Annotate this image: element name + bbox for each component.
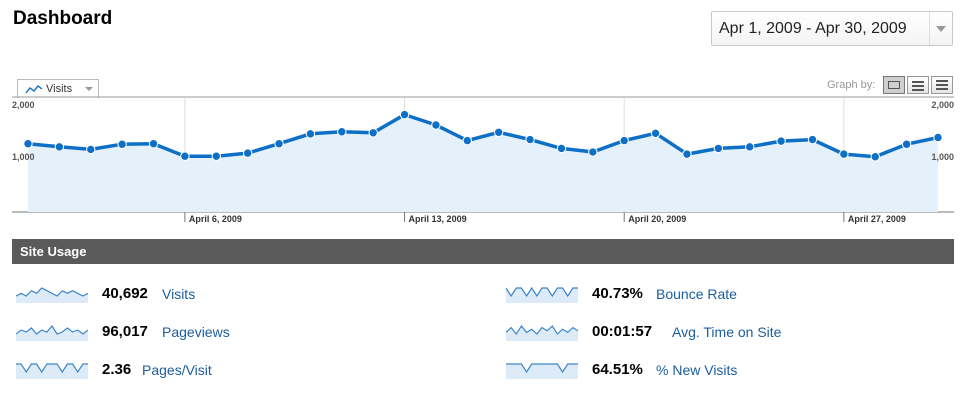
line-chart-icon xyxy=(25,85,43,94)
chart-x-tick-label: April 20, 2009 xyxy=(628,214,686,224)
sparkline-icon xyxy=(506,363,578,379)
chart-point[interactable] xyxy=(180,151,190,161)
graph-metric-label: Visits xyxy=(46,83,73,95)
chart-y-tick-label: 1,000 xyxy=(12,152,35,162)
graph-by-month-button[interactable] xyxy=(931,76,953,94)
metric-pageviews[interactable]: 96,017 Pageviews xyxy=(16,321,416,343)
sparkline-icon xyxy=(16,287,88,303)
chart-x-tick-label: April 6, 2009 xyxy=(189,214,242,224)
sparkline-icon xyxy=(506,286,578,303)
chart-point[interactable] xyxy=(211,151,221,161)
chart-point[interactable] xyxy=(713,143,724,154)
chart-point[interactable] xyxy=(274,139,284,149)
sparkline-icon xyxy=(16,324,88,341)
metric-pages-visit[interactable]: 2.36 Pages/Visit xyxy=(16,359,416,381)
chart-point[interactable] xyxy=(242,148,253,158)
chart-point[interactable] xyxy=(462,135,473,146)
chart-point[interactable] xyxy=(117,139,127,149)
chart-point[interactable] xyxy=(745,142,755,152)
chart-point[interactable] xyxy=(839,149,849,159)
chart-point[interactable] xyxy=(368,128,378,138)
metric-value: 00:01:57 xyxy=(592,323,653,340)
graph-by-day-button[interactable] xyxy=(883,76,905,94)
chart-point[interactable] xyxy=(337,127,347,137)
chart-point[interactable] xyxy=(148,139,159,149)
graph-by-label: Graph by: xyxy=(827,79,876,91)
chart-point[interactable] xyxy=(901,139,912,149)
chart-point[interactable] xyxy=(86,144,96,155)
chart-point[interactable] xyxy=(619,135,629,146)
dropdown-arrow-icon xyxy=(85,87,93,91)
chart-point[interactable] xyxy=(493,127,504,137)
metric-label[interactable]: % New Visits xyxy=(656,362,738,378)
site-usage-title: Site Usage xyxy=(20,244,87,259)
chart-point[interactable] xyxy=(305,129,316,139)
chart-y-tick-label: 1,000 xyxy=(931,152,954,162)
chart-point[interactable] xyxy=(556,143,567,154)
metric-visits[interactable]: 40,692 Visits xyxy=(16,283,416,305)
metric-label[interactable]: Pages/Visit xyxy=(142,362,212,378)
chart-x-tick-label: April 27, 2009 xyxy=(848,214,906,224)
metric-new-visits[interactable]: 64.51% % New Visits xyxy=(506,359,906,381)
metric-value: 40,692 xyxy=(102,285,148,302)
chart-point[interactable] xyxy=(933,132,943,143)
chart-point[interactable] xyxy=(682,149,692,159)
site-usage-header: Site Usage xyxy=(12,239,954,264)
graph-metric-tab[interactable]: Visits xyxy=(17,79,99,98)
chart-x-tick-label: April 13, 2009 xyxy=(409,214,467,224)
chart-area-fill xyxy=(28,114,938,212)
metric-value: 64.51% xyxy=(592,361,643,378)
chart-point[interactable] xyxy=(399,109,410,120)
metric-label[interactable]: Avg. Time on Site xyxy=(672,324,782,340)
chart-point[interactable] xyxy=(54,142,65,152)
chart-point[interactable] xyxy=(588,147,598,157)
metric-value: 40.73% xyxy=(592,285,643,302)
metric-label[interactable]: Bounce Rate xyxy=(656,286,737,302)
metric-value: 96,017 xyxy=(102,323,148,340)
chevron-down-icon[interactable] xyxy=(929,12,952,45)
chart-y-tick-label: 2,000 xyxy=(931,100,954,110)
metric-label[interactable]: Visits xyxy=(162,286,196,302)
date-range-value: Apr 1, 2009 - Apr 30, 2009 xyxy=(719,20,907,37)
chart-points xyxy=(23,109,943,162)
metric-bounce-rate[interactable]: 40.73% Bounce Rate xyxy=(506,283,906,305)
chart-point[interactable] xyxy=(870,152,880,162)
chart-point[interactable] xyxy=(23,139,33,149)
graph-by-week-button[interactable] xyxy=(907,76,929,94)
metric-avg-time-on-site[interactable]: 00:01:57 Avg. Time on Site xyxy=(506,321,906,343)
chart-point[interactable] xyxy=(431,120,441,130)
chart-point[interactable] xyxy=(525,134,535,145)
chart-series-line xyxy=(27,112,939,159)
metric-value: 2.36 xyxy=(102,361,132,378)
chart-y-tick-labels: 2,000 2,000 1,000 1,000 xyxy=(12,100,954,162)
sparkline-icon xyxy=(506,324,578,341)
metric-label[interactable]: Pageviews xyxy=(162,324,230,340)
chart-y-tick-label: 2,000 xyxy=(12,100,35,110)
sparkline-icon xyxy=(16,363,88,379)
page-title: Dashboard xyxy=(13,8,113,29)
chart-point[interactable] xyxy=(650,128,661,139)
date-range-picker[interactable]: Apr 1, 2009 - Apr 30, 2009 xyxy=(711,11,953,46)
chart-x-tick-labels: April 6, 2009 April 13, 2009 April 20, 200… xyxy=(189,214,906,224)
chart-point[interactable] xyxy=(807,134,818,145)
chart-point[interactable] xyxy=(776,136,786,146)
